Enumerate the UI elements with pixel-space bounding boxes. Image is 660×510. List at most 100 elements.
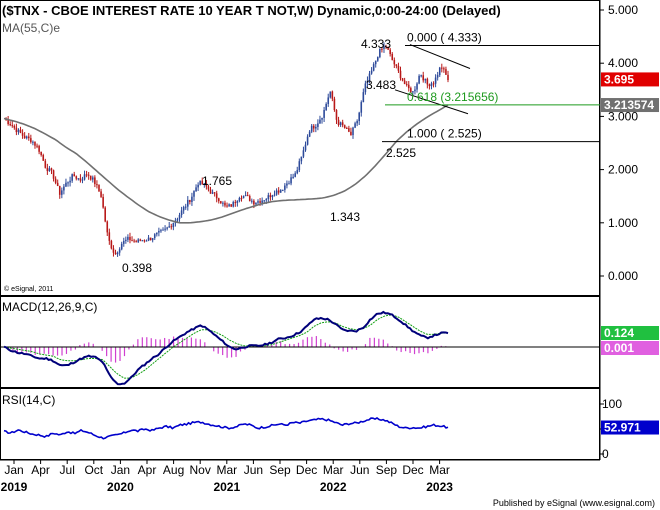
price-candle [199, 180, 201, 185]
price-candle [186, 199, 189, 207]
macd-line [3, 310, 449, 386]
price-candle [67, 182, 69, 184]
price-candle [238, 197, 241, 201]
price-candle [407, 84, 410, 89]
price-candle [356, 121, 358, 124]
price-candle [438, 67, 441, 76]
price-candle [135, 241, 137, 243]
price-candle [114, 252, 117, 255]
price-candle [69, 180, 71, 183]
price-candle [112, 248, 115, 253]
price-candle [323, 109, 325, 118]
price-candle [244, 195, 247, 197]
price-candle [46, 167, 49, 172]
price-candle [197, 184, 199, 188]
last-price-badge [601, 72, 659, 87]
price-candle [348, 128, 350, 132]
price-candle [424, 78, 427, 81]
ma-value-badge-text: 3.213574 [604, 98, 654, 112]
time-axis-tick: Jun [350, 463, 369, 477]
price-candle [319, 119, 321, 124]
price-candle [434, 77, 437, 84]
price-candle [228, 204, 230, 207]
price-candle [207, 186, 210, 190]
price-candle [391, 53, 394, 60]
price-candle [110, 240, 113, 249]
price-candle [346, 127, 348, 129]
price-candle [106, 221, 109, 233]
price-candle [277, 190, 280, 193]
price-candle [151, 238, 154, 241]
price-candle [255, 202, 257, 205]
price-candle [261, 200, 263, 203]
price-candle [368, 73, 371, 81]
price-candle [288, 183, 290, 185]
price-axis-tick: 1.000 [608, 216, 638, 230]
price-candle [9, 124, 11, 126]
swing-annotation: 4.333 [361, 37, 391, 51]
price-candle [236, 200, 239, 203]
price-candle [104, 207, 106, 222]
price-candle [149, 237, 152, 241]
price-candle [98, 184, 100, 192]
price-candle [56, 182, 59, 186]
price-candle [246, 195, 249, 197]
price-candle [7, 119, 9, 125]
price-candle [172, 223, 175, 228]
price-candle [379, 48, 381, 58]
price-candle [399, 70, 402, 79]
last-price-badge-text: 3.695 [604, 72, 634, 86]
price-candle [232, 202, 235, 207]
price-candle [201, 180, 204, 185]
price-candle [147, 237, 150, 241]
time-axis-tick: Sep [269, 463, 291, 477]
price-candle [428, 84, 431, 87]
price-candle [333, 98, 336, 111]
price-candle [335, 110, 338, 120]
price-candle [85, 174, 88, 176]
price-candle [139, 239, 142, 241]
price-candle [401, 78, 404, 81]
price-candle [263, 200, 266, 202]
price-candle [122, 240, 125, 244]
rsi-axis-tick: 100 [602, 397, 622, 411]
time-axis-tick: Jan [4, 463, 23, 477]
time-axis-tick: Jun [244, 463, 263, 477]
price-candle [125, 239, 127, 241]
price-candle [203, 183, 206, 185]
rsi-line [3, 417, 449, 440]
price-candle [257, 201, 259, 203]
price-candle [30, 138, 32, 143]
published-by: Published by eSignal (www.esignal.com) [493, 498, 655, 508]
price-candle [195, 187, 197, 192]
price-candle [168, 226, 171, 228]
time-axis-year: 2020 [107, 480, 134, 494]
price-candle [445, 69, 447, 75]
price-candle [267, 195, 270, 199]
price-candle [205, 183, 208, 187]
price-candle [265, 198, 268, 201]
price-axis-tick: 5.000 [608, 3, 638, 17]
price-candle [166, 227, 168, 229]
price-candle [321, 117, 323, 120]
price-candle [79, 178, 82, 181]
chart-title: ($TNX - CBOE INTEREST RATE 10 YEAR T NOT… [2, 3, 501, 18]
swing-annotation: 1.343 [330, 210, 360, 224]
price-candle [422, 75, 425, 81]
price-candle [358, 112, 360, 122]
price-candle [61, 190, 63, 195]
price-candle [372, 64, 375, 71]
price-candle [42, 155, 45, 161]
price-candle [170, 226, 173, 228]
price-candle [290, 177, 292, 184]
fib-level-label: 0.618 (3.215656) [407, 90, 498, 104]
price-candle [251, 200, 253, 202]
price-candle [410, 88, 412, 93]
price-axis-tick: 0.000 [608, 269, 638, 283]
price-candle [230, 204, 232, 207]
price-candle [412, 91, 414, 93]
price-candle [38, 145, 40, 152]
time-axis-tick: Oct [84, 463, 103, 477]
fib-level-label: 1.000 ( 2.525) [407, 127, 482, 141]
price-candle [376, 57, 379, 61]
